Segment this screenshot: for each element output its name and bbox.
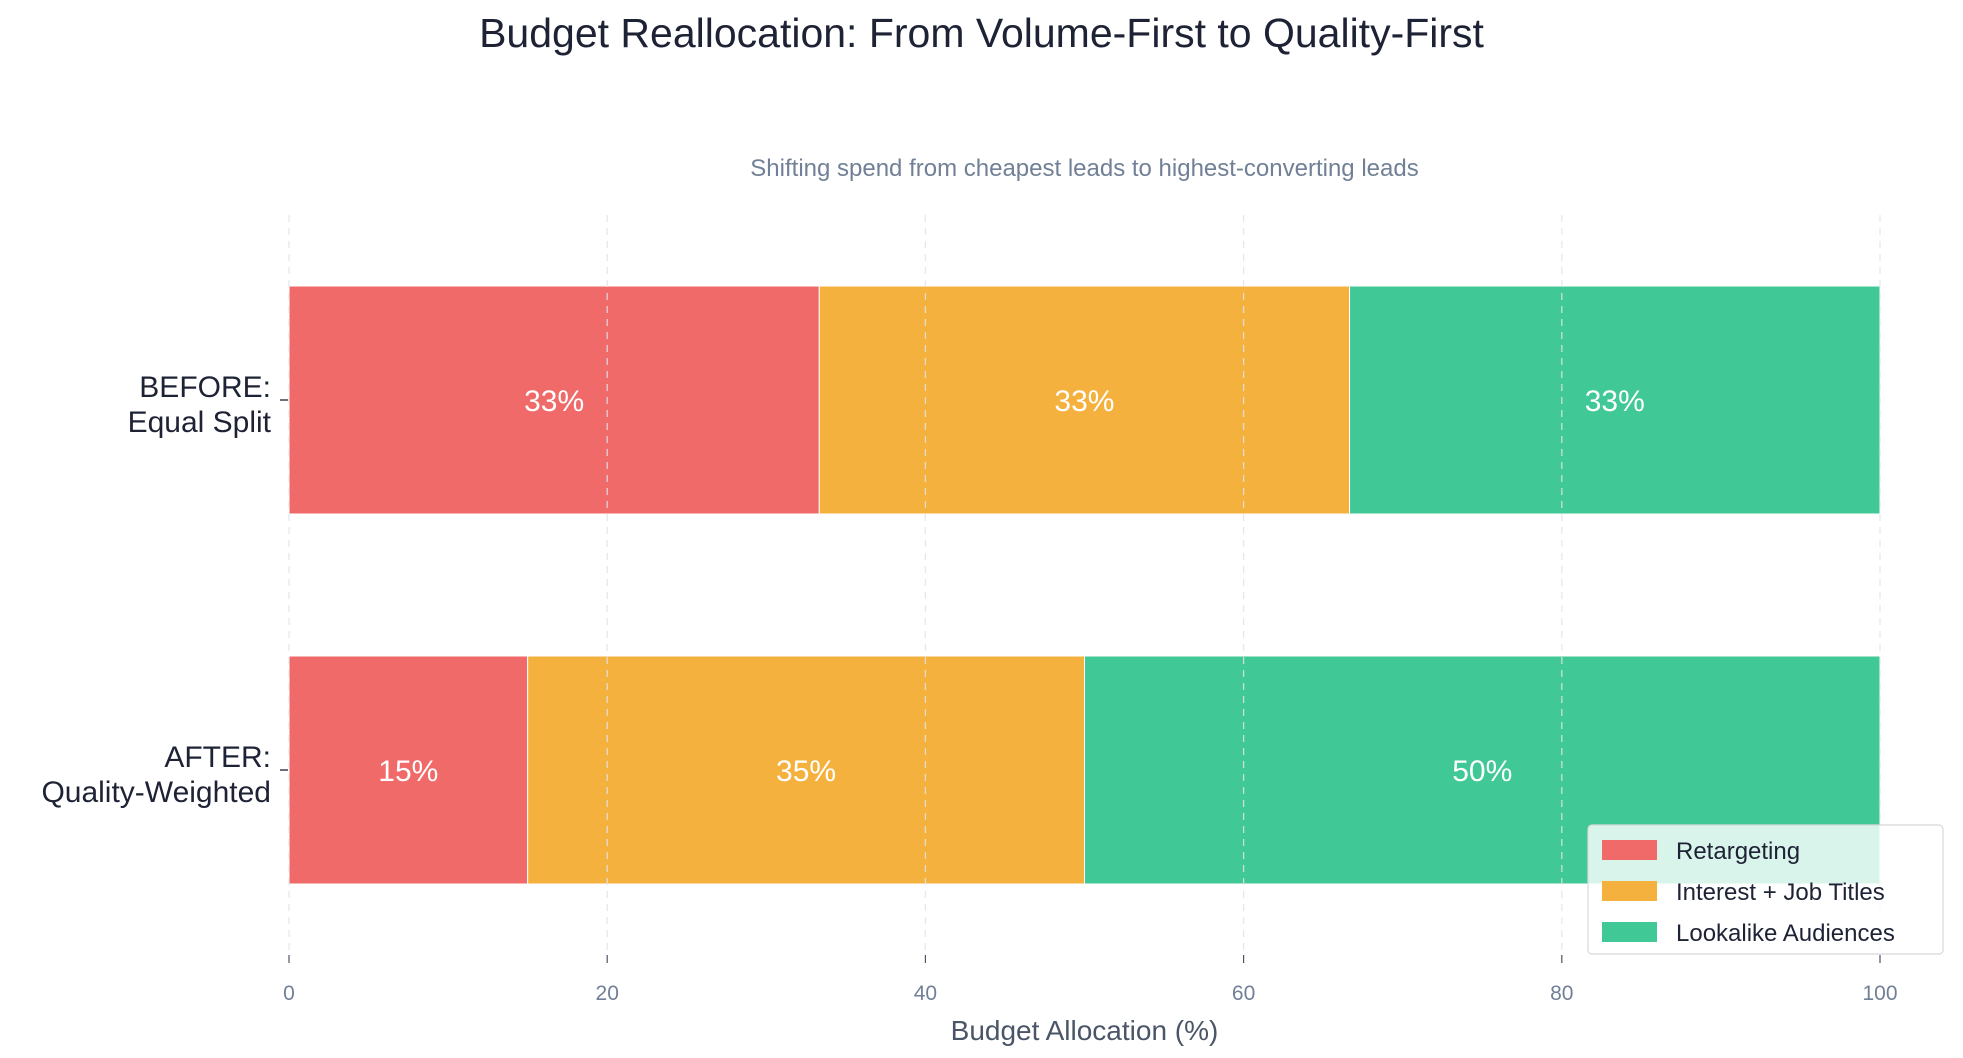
bar-1-2 — [288, 655, 529, 885]
legend-swatch-1 — [1602, 840, 1657, 860]
legend-label-3: Lookalike Audiences — [1676, 920, 1895, 947]
y-tick-label-2-1: AFTER: — [164, 741, 271, 774]
x-axis-label: Budget Allocation (%) — [951, 1015, 1219, 1046]
bar-3-1 — [1349, 285, 1881, 515]
data-label-1-2: 15% — [378, 755, 438, 788]
chart-title: Budget Reallocation: From Volume-First t… — [479, 10, 1484, 56]
y-tick-label-1-2: Equal Split — [128, 406, 272, 439]
legend-box — [1587, 824, 1944, 955]
data-label-3-2: 50% — [1452, 755, 1512, 788]
bar-1-1 — [288, 285, 820, 515]
y-tick-label-2-2: Quality-Weighted — [41, 776, 271, 809]
x-tick-label-4: 60 — [1232, 982, 1255, 1005]
legend-swatch-2 — [1602, 881, 1657, 901]
data-label-2-1: 33% — [1054, 385, 1114, 418]
legend-label-1: Retargeting — [1676, 838, 1800, 865]
legend-swatch-3 — [1602, 922, 1657, 942]
data-label-1-1: 33% — [524, 385, 584, 418]
x-tick-label-3: 40 — [914, 982, 937, 1005]
x-tick-label-5: 80 — [1550, 982, 1573, 1005]
data-label-3-1: 33% — [1585, 385, 1645, 418]
x-tick-label-6: 100 — [1862, 982, 1897, 1005]
chart-subtitle: Shifting spend from cheapest leads to hi… — [750, 155, 1418, 182]
data-label-2-2: 35% — [776, 755, 836, 788]
bar-2-2 — [527, 655, 1085, 885]
x-tick-label-1: 0 — [283, 982, 295, 1005]
y-tick-label-1-1: BEFORE: — [139, 371, 271, 404]
legend-label-2: Interest + Job Titles — [1676, 879, 1885, 906]
x-tick-label-2: 20 — [596, 982, 619, 1005]
bar-2-1 — [818, 285, 1351, 515]
